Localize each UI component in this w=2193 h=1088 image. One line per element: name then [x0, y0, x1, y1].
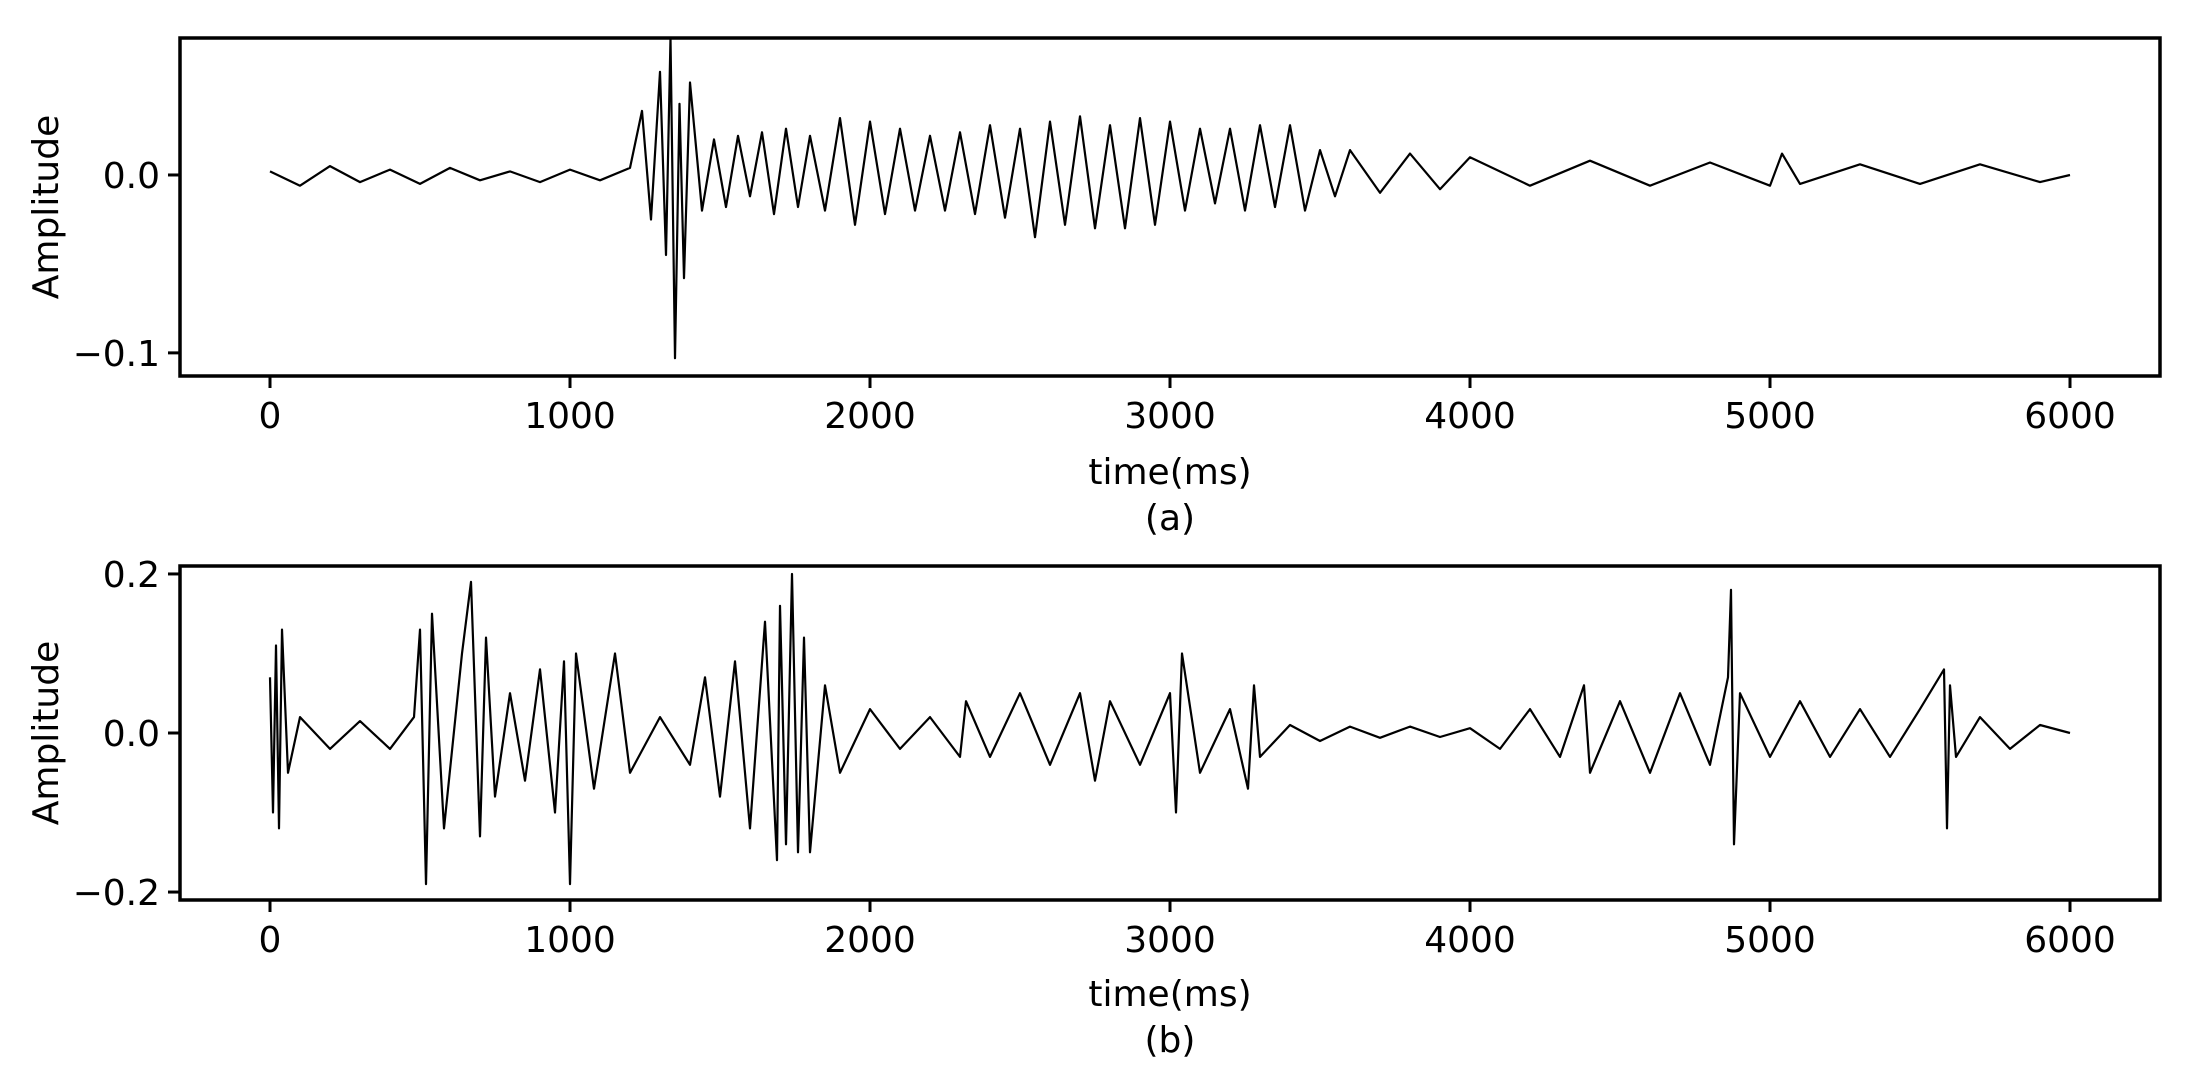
- x-tick-label-a: 2000: [824, 396, 916, 437]
- plot-area-a: [178, 36, 2162, 378]
- panel-caption-b: (b): [1145, 1020, 1196, 1061]
- x-axis-label-a: time(ms): [1088, 452, 1251, 493]
- series-line-b: [268, 572, 2071, 886]
- x-ticks-b: 0 1000 2000 3000 4000 5000 6000: [259, 900, 2116, 961]
- x-axis-label-b: time(ms): [1088, 974, 1251, 1015]
- x-ticks-a: 0 1000 2000 3000 4000 5000 6000: [259, 376, 2116, 437]
- y-ticks-b: 0.2 0.0 −0.2: [73, 555, 180, 914]
- x-tick-label-b: 6000: [2024, 920, 2116, 961]
- panel-b: 0 1000 2000 3000 4000 5000 6000 0.2 0.0 −0.2 tim…: [26, 555, 2162, 1061]
- x-tick-label-a: 4000: [1424, 396, 1516, 437]
- panel-a: 0 1000 2000 3000 4000 5000 6000 0.0 −0.1 time(m…: [26, 36, 2162, 539]
- x-tick-label-b: 5000: [1724, 920, 1816, 961]
- x-tick-label-a: 0: [259, 396, 282, 437]
- y-tick-label-a: 0.0: [103, 156, 160, 197]
- x-tick-label-a: 6000: [2024, 396, 2116, 437]
- x-tick-label-b: 2000: [824, 920, 916, 961]
- x-tick-label-a: 3000: [1124, 396, 1216, 437]
- y-tick-label-b: −0.2: [73, 873, 160, 914]
- x-tick-label-a: 5000: [1724, 396, 1816, 437]
- plot-area-b: [178, 564, 2162, 902]
- series-line-a: [269, 36, 2071, 360]
- x-tick-label-a: 1000: [524, 396, 616, 437]
- y-ticks-a: 0.0 −0.1: [73, 156, 180, 375]
- x-tick-label-b: 4000: [1424, 920, 1516, 961]
- x-tick-label-b: 1000: [524, 920, 616, 961]
- y-tick-label-b: 0.0: [103, 714, 160, 755]
- y-axis-label-b: Amplitude: [26, 641, 67, 825]
- y-tick-label-b: 0.2: [103, 555, 160, 596]
- x-tick-label-b: 0: [259, 920, 282, 961]
- y-axis-label-a: Amplitude: [26, 115, 67, 299]
- x-tick-label-b: 3000: [1124, 920, 1216, 961]
- panel-caption-a: (a): [1145, 498, 1195, 539]
- y-tick-label-a: −0.1: [73, 334, 160, 375]
